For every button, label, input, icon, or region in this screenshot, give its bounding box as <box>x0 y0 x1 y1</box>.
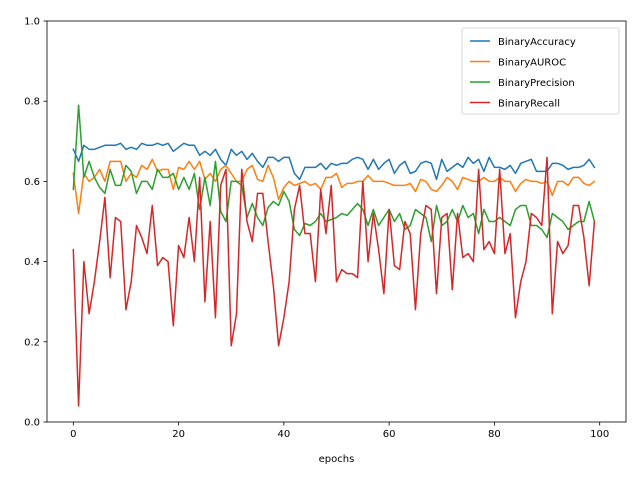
y-tick-label: 0.4 <box>24 257 40 268</box>
series-line-binaryprecision <box>72 104 596 243</box>
y-tick-label: 1.0 <box>24 17 40 28</box>
legend-label-binaryaccuracy: BinaryAccuracy <box>498 37 576 48</box>
x-tick-label: 20 <box>172 429 185 440</box>
legend-label-binaryauroc: BinaryAUROC <box>498 57 566 68</box>
x-tick-label: 100 <box>590 429 609 440</box>
y-axis: 0.0 0.2 0.4 0.6 0.8 1.0 <box>24 17 47 429</box>
axes-frame <box>46 20 627 423</box>
legend: BinaryAccuracy BinaryAUROC BinaryPrecision… <box>461 27 620 115</box>
series-layer <box>72 104 596 407</box>
legend-label-binaryrecall: BinaryRecall <box>498 98 560 109</box>
legend-label-binaryprecision: BinaryPrecision <box>498 78 575 89</box>
x-tick-label: 80 <box>488 429 501 440</box>
y-tick-label: 0.6 <box>24 177 40 188</box>
x-axis-title: epochs <box>319 454 355 465</box>
y-tick-label: 0.2 <box>24 337 40 348</box>
y-tick-label: 0.0 <box>24 418 40 429</box>
series-line-binaryauroc <box>72 158 596 215</box>
x-axis: 0 20 40 60 80 100 <box>70 422 609 440</box>
x-tick-label: 40 <box>277 429 290 440</box>
series-line-binaryrecall <box>72 156 596 407</box>
x-tick-label: 60 <box>383 429 396 440</box>
x-tick-label: 0 <box>70 429 76 440</box>
legend-box <box>461 27 620 115</box>
series-line-binaryaccuracy <box>72 142 596 181</box>
y-tick-label: 0.8 <box>24 97 40 108</box>
axes-spines <box>46 20 627 423</box>
